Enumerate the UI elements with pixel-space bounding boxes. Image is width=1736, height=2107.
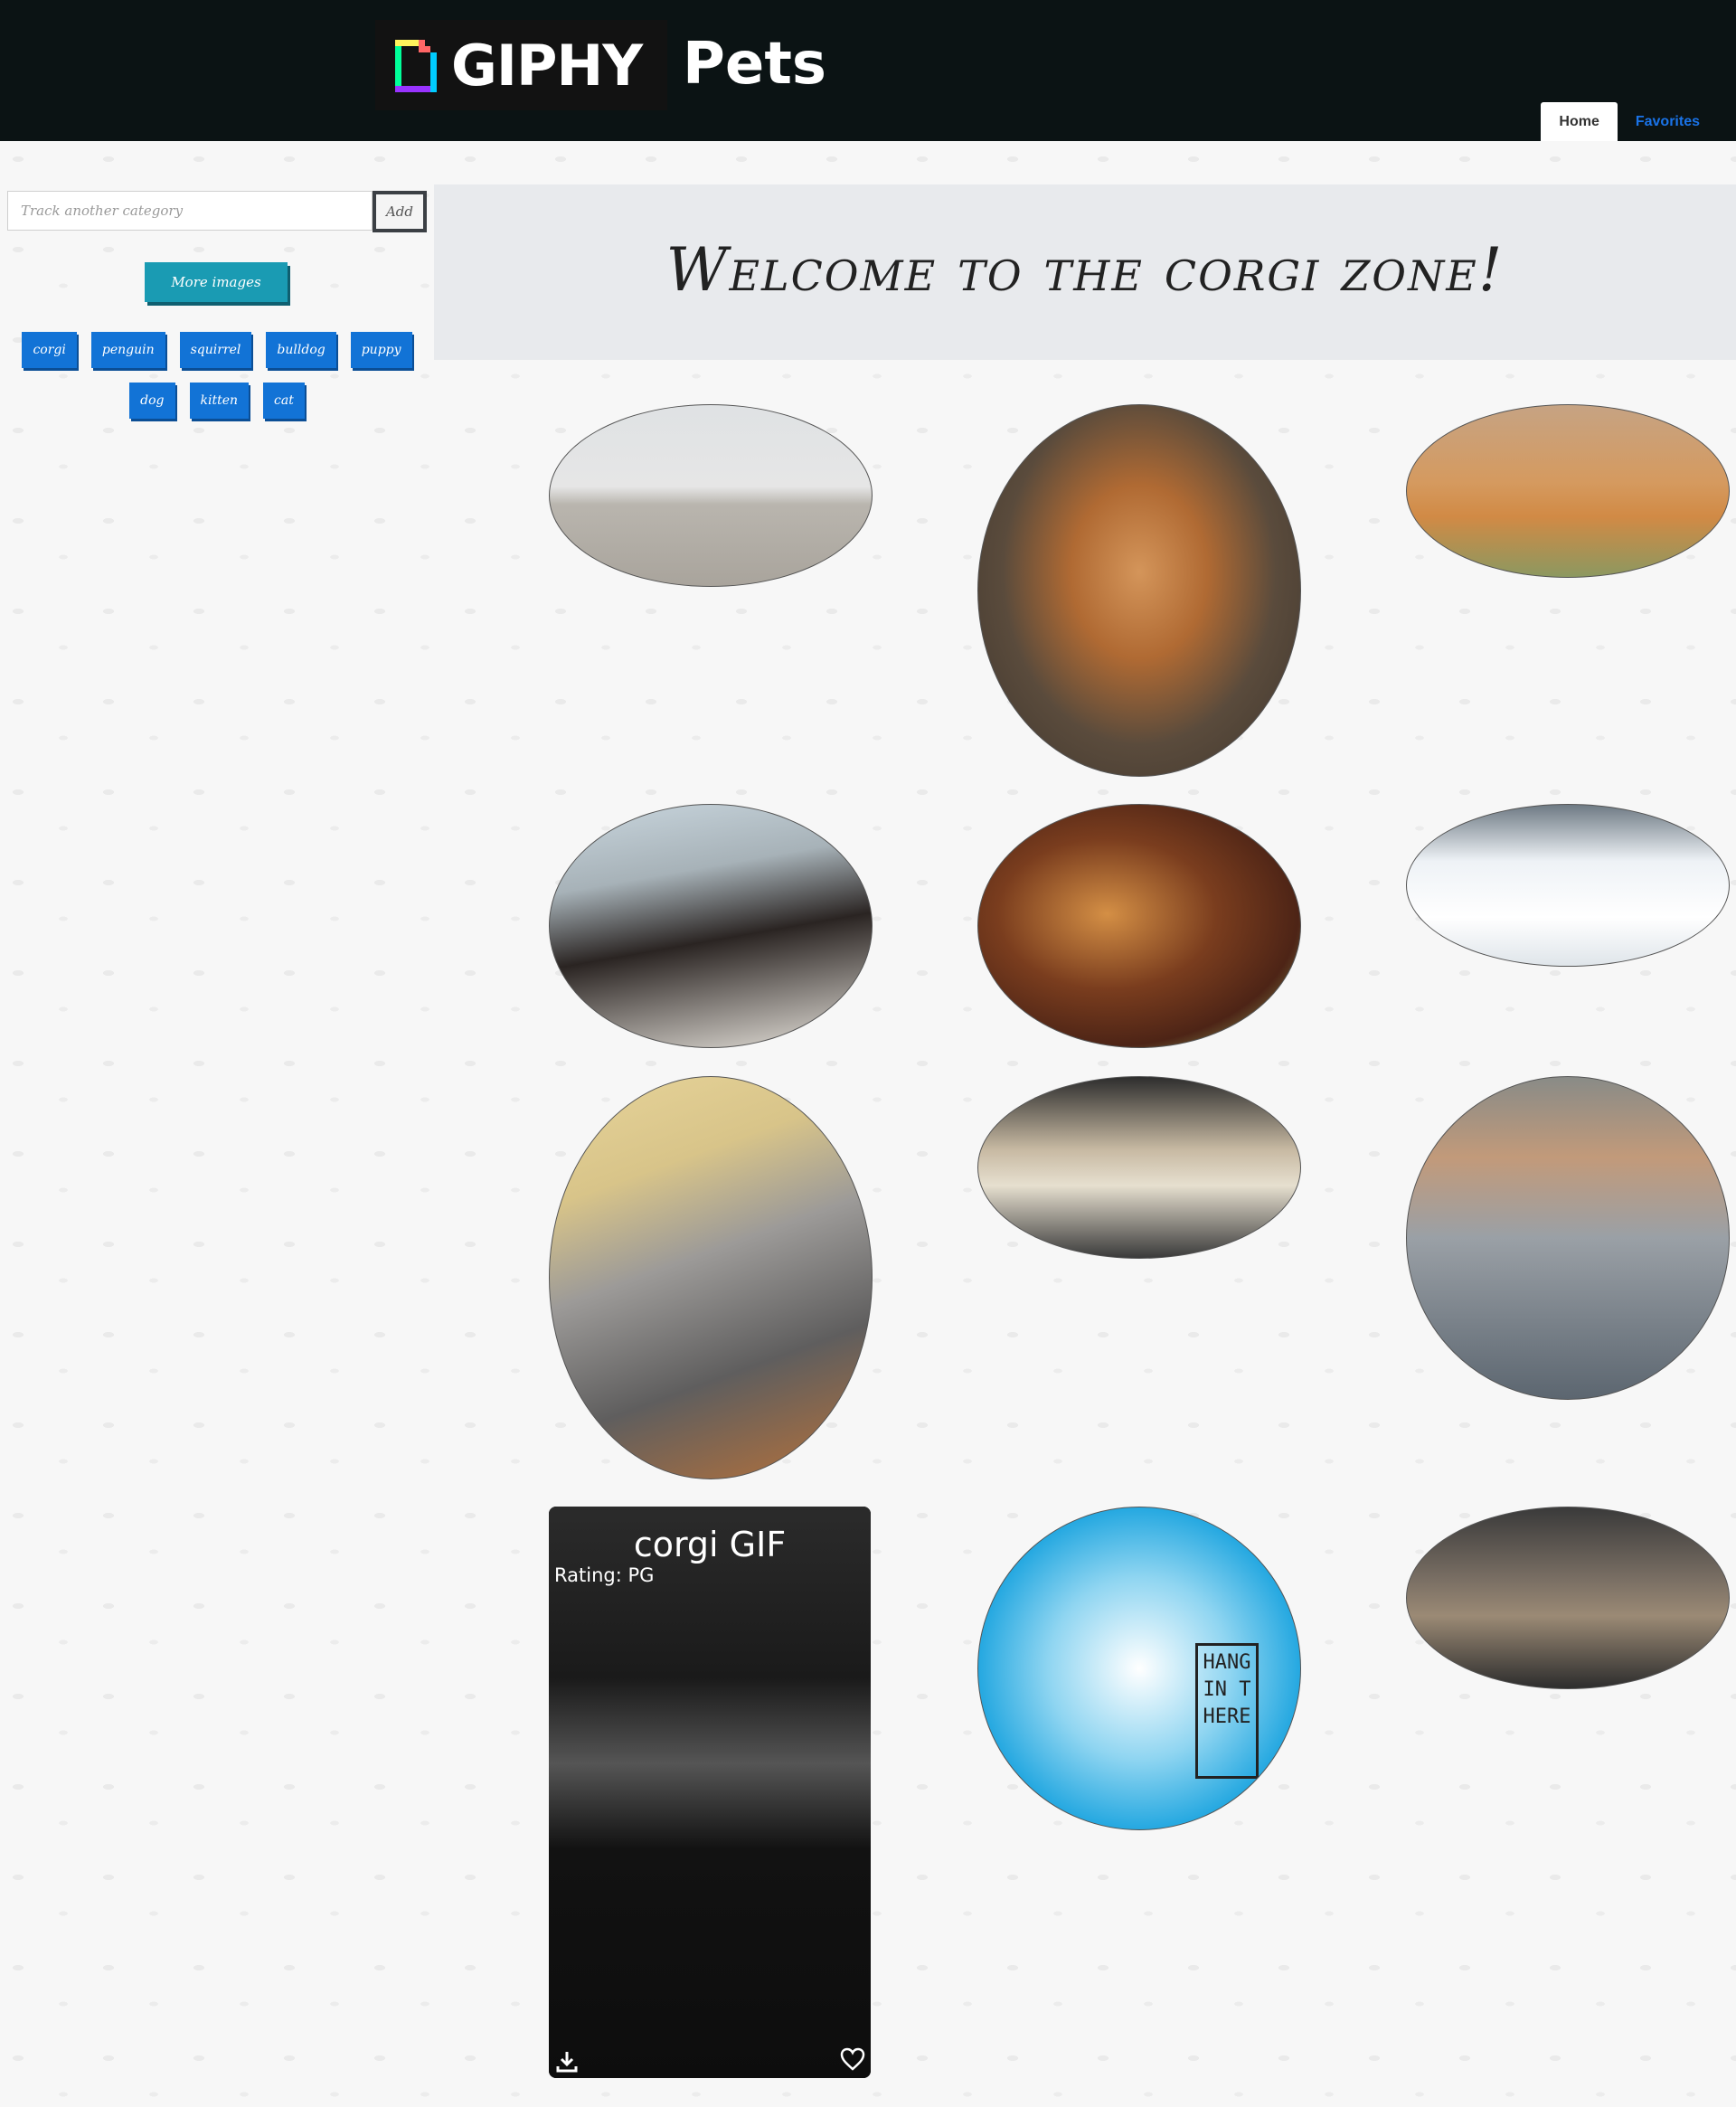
- giphy-logo[interactable]: GIPHY: [375, 20, 667, 110]
- nav-tab-home[interactable]: Home: [1541, 102, 1618, 141]
- gif-hang-in-there[interactable]: HANG IN THERE: [977, 1507, 1301, 1830]
- download-icon[interactable]: [554, 2049, 580, 2074]
- heart-outline-icon[interactable]: [840, 2047, 865, 2071]
- category-button-corgi[interactable]: corgi: [22, 332, 77, 368]
- gif-title: corgi GIF: [633, 1525, 787, 1564]
- gif-carpet-room[interactable]: [549, 404, 873, 587]
- gif-snow-pile[interactable]: [1406, 804, 1730, 967]
- nav-tab-favorites[interactable]: Favorites: [1635, 114, 1700, 129]
- gif-corgi-featured[interactable]: corgi GIF Rating: PG: [549, 1507, 871, 2078]
- category-button-squirrel[interactable]: squirrel: [179, 332, 252, 368]
- category-button-puppy[interactable]: puppy: [350, 332, 412, 368]
- welcome-banner: Welcome to the corgi zone!: [434, 184, 1736, 360]
- hang-in-there-sign: HANG IN THERE: [1195, 1643, 1259, 1779]
- category-input[interactable]: [7, 191, 373, 231]
- welcome-heading: Welcome to the corgi zone!: [665, 235, 1505, 305]
- site-title: Pets: [683, 31, 826, 98]
- gif-corgi-curb[interactable]: [549, 1076, 873, 1479]
- category-button-bulldog[interactable]: bulldog: [266, 332, 336, 368]
- giphy-logo-icon: [395, 40, 437, 92]
- giphy-logo-text: GIPHY: [451, 33, 643, 99]
- gif-corgi-cabbage[interactable]: [977, 804, 1301, 1048]
- top-header: GIPHY Pets Home Favorites: [0, 0, 1736, 141]
- category-buttons: corgi penguin squirrel bulldog puppy dog…: [18, 332, 416, 419]
- main-nav: Home Favorites: [1541, 102, 1718, 141]
- more-images-button[interactable]: More images: [145, 262, 288, 302]
- add-category-button[interactable]: Add: [373, 191, 427, 232]
- category-button-cat[interactable]: cat: [263, 383, 305, 419]
- gif-corgi-blanket[interactable]: [977, 1076, 1301, 1259]
- category-button-dog[interactable]: dog: [129, 383, 175, 419]
- featured-gif-image: [549, 1507, 871, 2078]
- gif-lying-corgi[interactable]: [1406, 404, 1730, 578]
- category-button-kitten[interactable]: kitten: [189, 383, 250, 419]
- category-form: Add: [7, 191, 427, 232]
- gif-corgi-hallway[interactable]: [1406, 1507, 1730, 1689]
- gif-sleeping-puppies[interactable]: [549, 804, 873, 1048]
- category-button-penguin[interactable]: penguin: [90, 332, 165, 368]
- gif-happy-corgi[interactable]: [977, 404, 1301, 777]
- gif-rating: Rating: PG: [554, 1564, 655, 1586]
- gif-corgi-gravel[interactable]: [1406, 1076, 1730, 1400]
